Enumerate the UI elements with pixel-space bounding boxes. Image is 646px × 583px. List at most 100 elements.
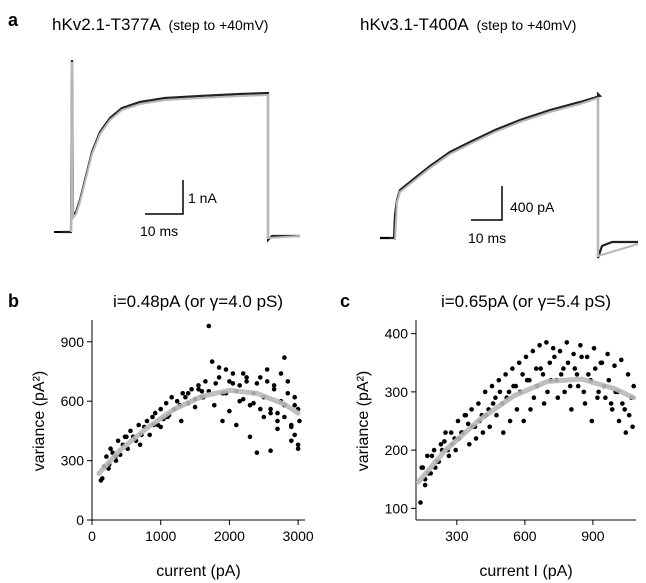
chart-c-point bbox=[622, 407, 627, 412]
chart-c-point bbox=[528, 407, 533, 412]
chart-c-point bbox=[494, 412, 499, 418]
chart-c-point bbox=[463, 412, 469, 418]
chart-c-point bbox=[523, 354, 529, 360]
chart-b-point bbox=[275, 410, 280, 416]
chart-b-point bbox=[136, 422, 141, 428]
chart-c-point bbox=[516, 360, 522, 366]
chart-c-point bbox=[503, 372, 508, 377]
chart-c-point bbox=[490, 401, 496, 406]
chart-c-point bbox=[620, 401, 625, 406]
chart-b-point bbox=[275, 418, 280, 424]
chart-b-point bbox=[128, 428, 133, 434]
chart-c-point bbox=[545, 389, 550, 395]
panel-a-left-trace-fit bbox=[70, 61, 301, 240]
chart-c-point bbox=[625, 372, 631, 377]
chart-c-point bbox=[589, 418, 595, 424]
chart-b-point bbox=[158, 424, 163, 430]
panel-a-left-title: hKv2.1-T377A (step to +40mV) bbox=[52, 15, 268, 34]
chart-b-point bbox=[209, 359, 215, 364]
chart-b-point bbox=[108, 446, 113, 452]
chart-c-point bbox=[578, 343, 583, 348]
chart-b-y-tick-label: 600 bbox=[61, 393, 85, 409]
chart-c-point bbox=[496, 377, 502, 383]
chart-c-x-tick-label: 900 bbox=[581, 528, 605, 544]
chart-b-point bbox=[199, 389, 205, 394]
chart-b-point bbox=[196, 383, 201, 388]
chart-b-xlabel: current (pA) bbox=[156, 563, 240, 580]
chart-b-x-tick-label: 1000 bbox=[145, 528, 176, 544]
chart-c-point bbox=[626, 412, 632, 418]
chart-b-point bbox=[174, 398, 180, 404]
chart-b-y-tick-label: 900 bbox=[61, 334, 85, 350]
chart-c-point bbox=[510, 366, 515, 371]
chart-b-point bbox=[258, 406, 263, 412]
chart-b-y-tick-label: 0 bbox=[76, 512, 84, 528]
chart-b-point bbox=[183, 394, 188, 400]
chart-c-point bbox=[467, 442, 472, 447]
chart-b-point bbox=[295, 446, 301, 452]
chart-c-point bbox=[592, 366, 598, 371]
chart-c-point bbox=[422, 482, 428, 488]
chart-b-point bbox=[268, 410, 273, 416]
panel-a-right-trace-fit bbox=[394, 96, 639, 258]
chart-b-point bbox=[264, 367, 270, 372]
chart-c-point bbox=[537, 343, 542, 348]
chart-c-point bbox=[599, 360, 605, 366]
chart-b-point bbox=[244, 375, 249, 380]
chart-b-point bbox=[163, 400, 169, 406]
chart-b-point bbox=[227, 379, 232, 384]
chart-c-ylabel: variance (pA²) bbox=[355, 371, 372, 471]
chart-c-point bbox=[482, 389, 488, 395]
chart-c-point bbox=[631, 383, 636, 389]
panel-a-left-title-main: hKv2.1-T377A bbox=[52, 15, 161, 34]
chart-c-point bbox=[581, 389, 587, 395]
chart-b-point bbox=[251, 400, 256, 406]
chart-b-point bbox=[295, 442, 301, 448]
chart-b-fit-curve bbox=[96, 387, 301, 476]
chart-c-point bbox=[550, 345, 556, 351]
chart-c-point bbox=[511, 383, 516, 389]
panel-c-letter: c bbox=[340, 291, 350, 311]
chart-b-point bbox=[152, 410, 158, 416]
chart-b-point bbox=[216, 365, 222, 370]
chart-c-point bbox=[418, 500, 423, 505]
chart-b-point bbox=[137, 442, 143, 448]
chart-b-point bbox=[189, 387, 194, 392]
chart-c-point bbox=[555, 395, 561, 401]
chart-c-point bbox=[493, 395, 498, 401]
chart-c-point bbox=[506, 389, 512, 395]
chart-c-point bbox=[480, 430, 486, 435]
chart-b-y-tick-label: 300 bbox=[61, 453, 85, 469]
panel-a-left-subtitle: (step to +40mV) bbox=[168, 17, 268, 33]
chart-b-point bbox=[289, 438, 294, 444]
chart-b-point bbox=[247, 402, 253, 408]
chart-c-point bbox=[473, 436, 479, 441]
chart-c-point bbox=[448, 430, 454, 435]
chart-c-point bbox=[605, 351, 610, 357]
chart-c-y-tick-label: 300 bbox=[385, 384, 409, 400]
chart-b-point bbox=[115, 438, 121, 444]
chart-c-point bbox=[514, 407, 520, 412]
chart-c-x-tick-label: 600 bbox=[513, 528, 537, 544]
panel-a-right-title-main: hKv3.1-T400A bbox=[360, 15, 469, 34]
panel-a-right-subtitle: (step to +40mV) bbox=[476, 17, 576, 33]
chart-c-point bbox=[469, 407, 474, 412]
chart-b-point bbox=[230, 371, 236, 376]
chart-c-point bbox=[431, 447, 437, 453]
chart-b-point bbox=[144, 418, 150, 424]
chart-c-point bbox=[557, 348, 563, 354]
chart-c: i=0.65pA (or γ=5.4 pS) 100 200 300 400 300 600… bbox=[355, 292, 637, 580]
chart-c-point bbox=[582, 401, 588, 406]
panel-a-right-title: hKv3.1-T400A (step to +40mV) bbox=[360, 15, 576, 34]
chart-c-point bbox=[584, 354, 590, 360]
chart-b-point bbox=[240, 396, 246, 402]
chart-c-point bbox=[562, 389, 567, 395]
chart-c-point bbox=[616, 418, 622, 424]
chart-c-point bbox=[558, 372, 564, 377]
chart-c-point bbox=[489, 383, 495, 389]
chart-b-point bbox=[258, 375, 263, 380]
chart-b-point bbox=[247, 434, 253, 440]
chart-b-point bbox=[179, 418, 184, 424]
chart-b-point bbox=[206, 323, 212, 329]
